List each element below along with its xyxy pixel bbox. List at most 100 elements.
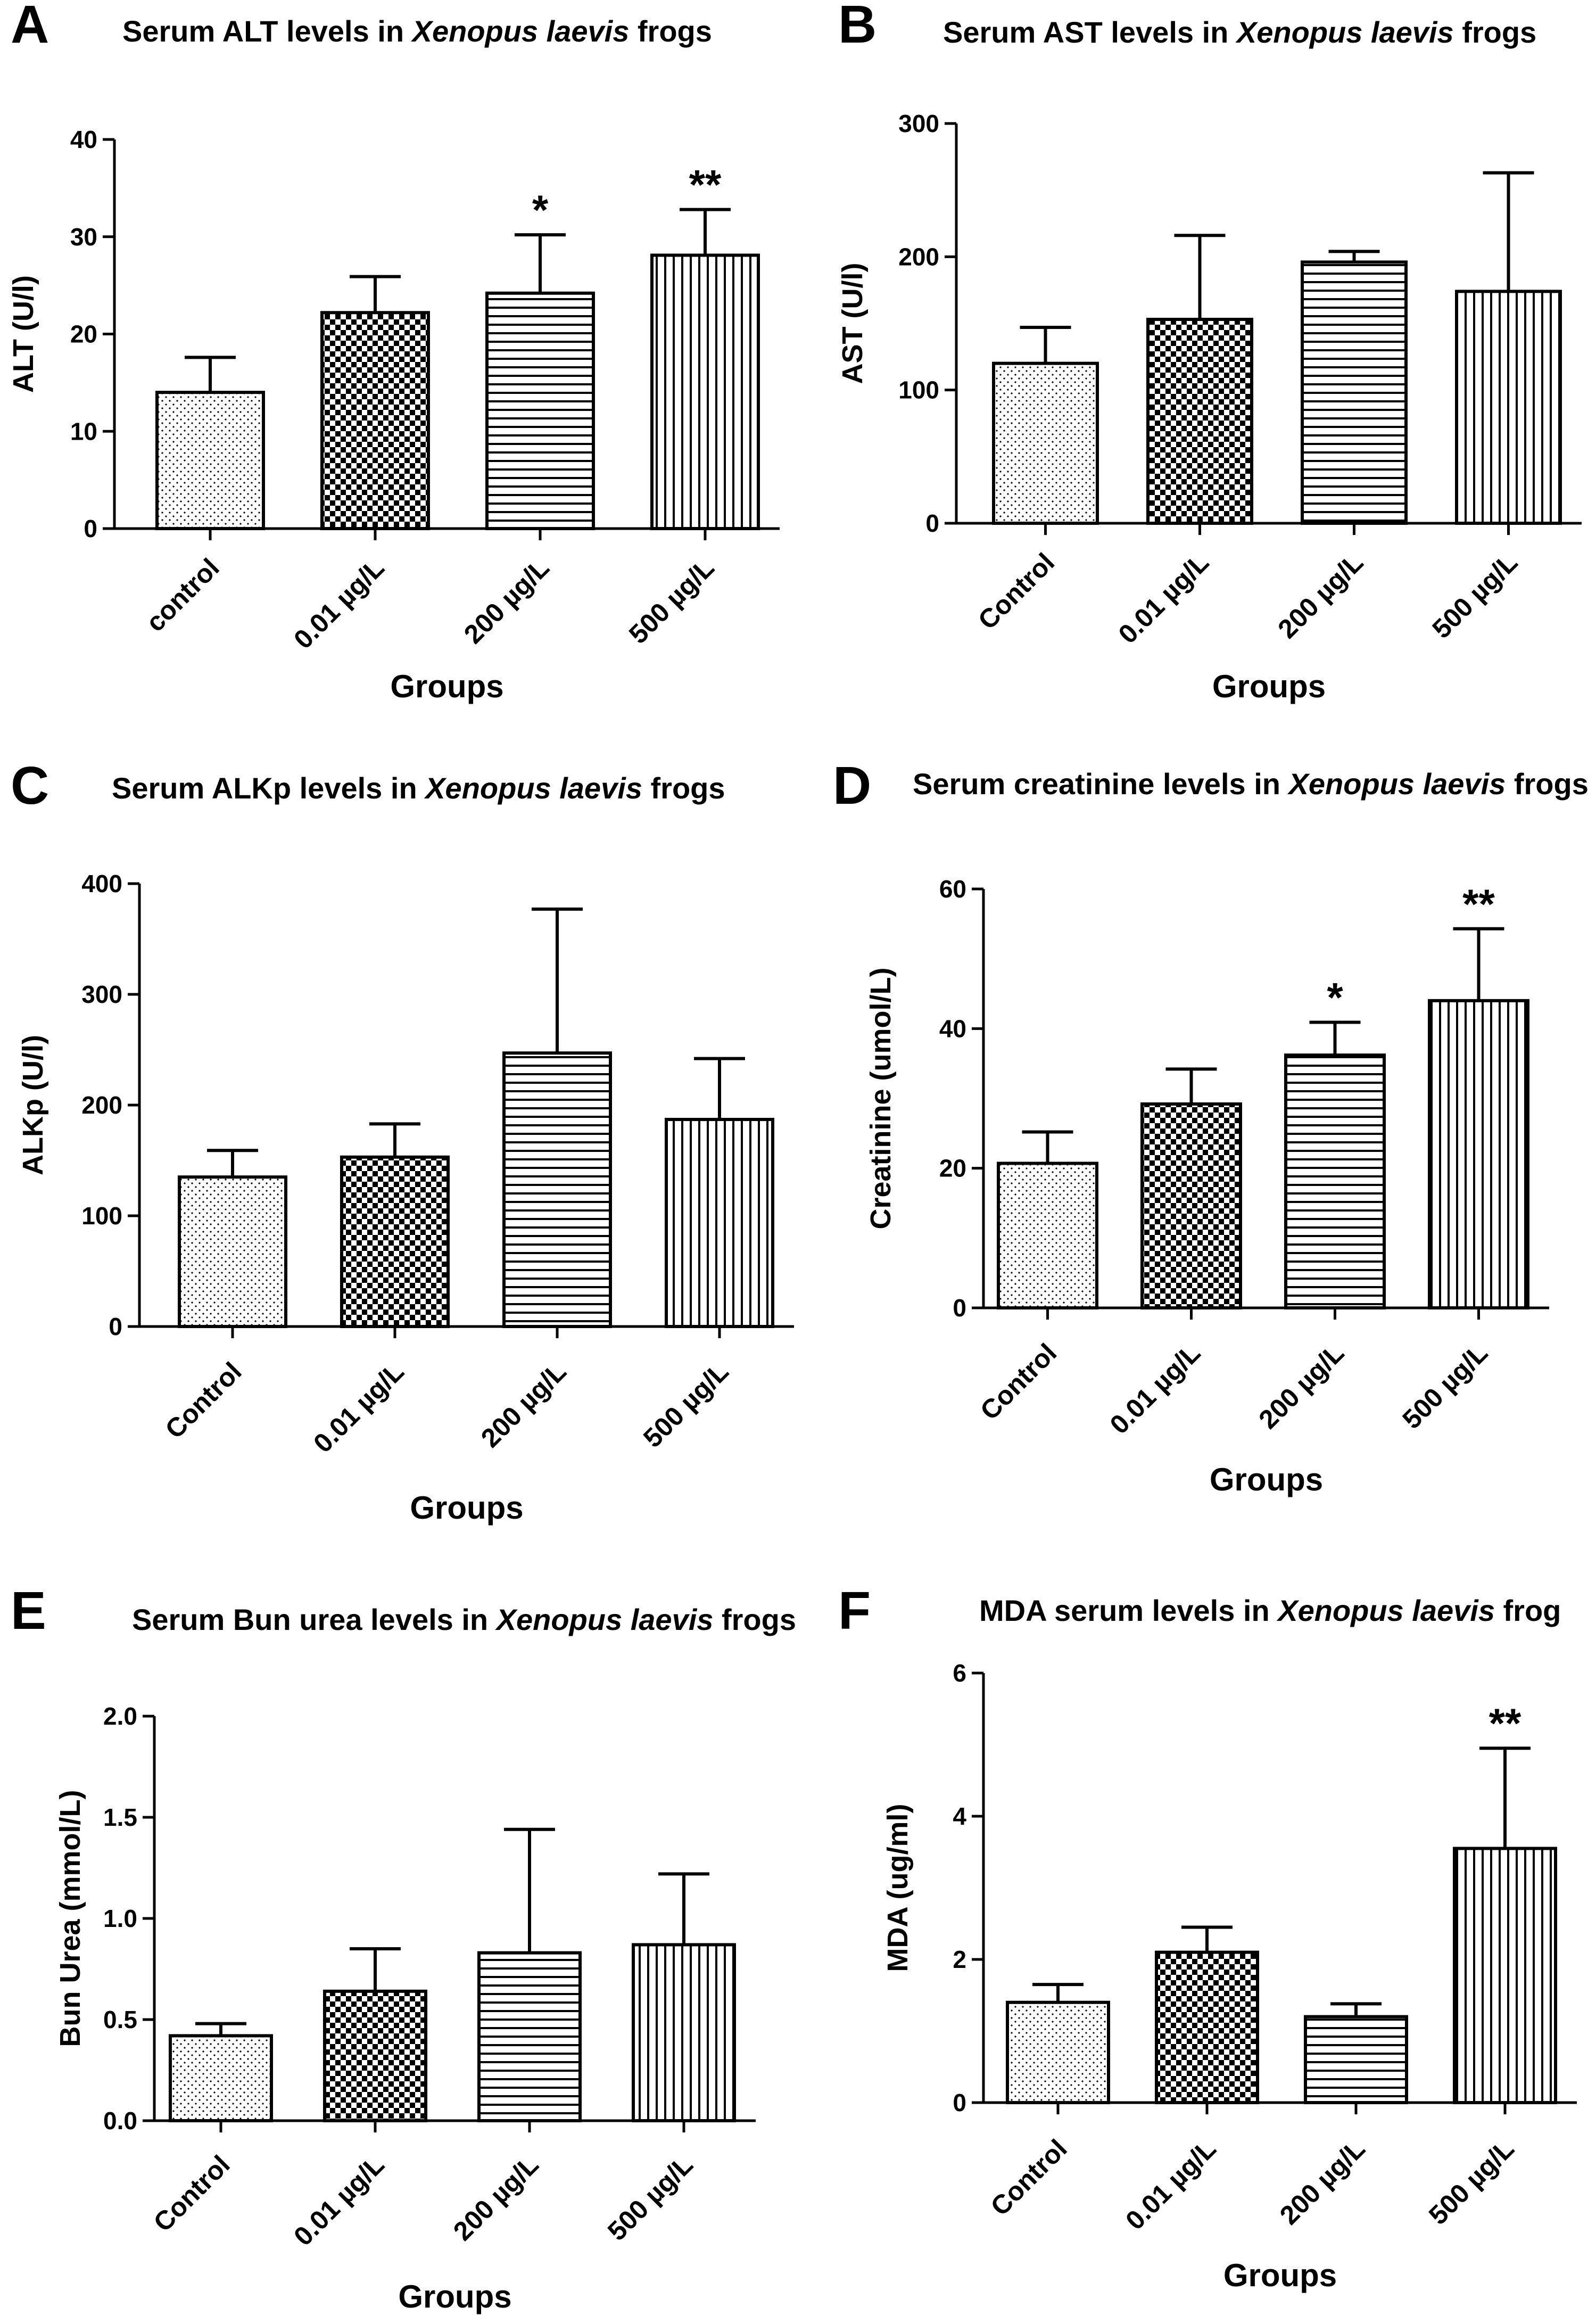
category-label: 200 µg/L — [458, 553, 555, 649]
bar — [1304, 2015, 1408, 2105]
category-label: 500 µg/L — [602, 2149, 699, 2246]
y-axis-title: MDA (ug/ml) — [882, 1804, 914, 1972]
y-tick-label: 0 — [925, 509, 939, 537]
significance-marker: ** — [1462, 880, 1495, 927]
bar — [477, 1951, 582, 2123]
bar — [502, 1051, 612, 1328]
bar — [1428, 999, 1529, 1310]
category-label: control — [140, 553, 225, 637]
category-label: Control — [974, 1338, 1062, 1426]
x-axis-title: Groups — [410, 1490, 523, 1526]
bar — [1140, 1102, 1242, 1310]
bar — [1301, 260, 1408, 525]
chart-title: Serum creatinine levels in Xenopus laevi… — [913, 767, 1589, 801]
y-tick-label: 0 — [953, 2089, 966, 2116]
category-label: 0.01 µg/L — [288, 2149, 390, 2252]
bar — [485, 291, 595, 530]
category-label: 0.01 µg/L — [308, 1356, 410, 1459]
bar — [169, 2034, 273, 2122]
bar — [650, 253, 760, 531]
bar — [320, 311, 430, 530]
y-axis-title: Creatinine (umol/L) — [865, 967, 897, 1229]
y-tick-label: 6 — [953, 1659, 966, 1687]
x-axis-title: Groups — [1210, 1462, 1323, 1497]
category-label: 200 µg/L — [448, 2149, 544, 2246]
panel-letter: B — [838, 0, 876, 54]
y-axis-title: AST (U/l) — [837, 263, 869, 384]
y-tick-label: 1.5 — [103, 1803, 137, 1831]
y-tick-label: 300 — [898, 110, 939, 137]
significance-marker: * — [1327, 974, 1343, 1021]
category-label: Control — [160, 1356, 247, 1444]
y-tick-label: 40 — [939, 1015, 966, 1042]
x-axis-title: Groups — [398, 2279, 511, 2314]
y-tick-label: 20 — [70, 320, 97, 348]
panel-c: C Serum ALKp levels in Xenopus laevis fro… — [11, 756, 794, 1526]
y-tick-label: 0.0 — [103, 2107, 137, 2135]
y-tick-label: 30 — [70, 223, 97, 251]
category-label: 500 µg/L — [1426, 547, 1523, 644]
category-label: 0.01 µg/L — [1113, 547, 1215, 649]
category-label: 500 µg/L — [623, 553, 720, 649]
y-tick-label: 400 — [81, 870, 122, 897]
x-axis-title: Groups — [390, 669, 503, 704]
significance-marker: ** — [689, 161, 722, 208]
y-tick-label: 200 — [898, 243, 939, 270]
y-tick-label: 100 — [81, 1202, 122, 1230]
y-tick-label: 10 — [70, 417, 97, 445]
category-label: 500 µg/L — [638, 1356, 734, 1453]
y-tick-label: 100 — [898, 376, 939, 404]
y-tick-label: 300 — [81, 981, 122, 1008]
bar — [155, 391, 265, 531]
category-label: 200 µg/L — [1274, 2133, 1371, 2230]
category-label: Control — [972, 547, 1060, 635]
bar — [632, 1943, 736, 2122]
bar — [1453, 1847, 1557, 2104]
y-tick-label: 40 — [70, 126, 97, 153]
bar — [1155, 1950, 1259, 2105]
x-axis-title: Groups — [1223, 2258, 1337, 2293]
category-label: 200 µg/L — [1253, 1338, 1350, 1435]
y-tick-label: 20 — [939, 1155, 966, 1182]
category-label: 500 µg/L — [1423, 2133, 1520, 2230]
bar — [1284, 1053, 1386, 1309]
chart-title: Serum Bun urea levels in Xenopus laevis … — [132, 1603, 796, 1636]
y-axis-title: ALKp (U/l) — [17, 1035, 49, 1175]
chart-title: Serum ALT levels in Xenopus laevis frogs — [122, 14, 712, 48]
bar — [340, 1155, 450, 1328]
significance-marker: * — [532, 186, 549, 233]
y-tick-label: 60 — [939, 875, 966, 903]
category-label: 200 µg/L — [1272, 547, 1369, 644]
bar — [997, 1161, 1098, 1310]
chart-title: Serum AST levels in Xenopus laevis frogs — [943, 15, 1536, 49]
panel-letter: C — [11, 756, 49, 815]
bar — [665, 1118, 774, 1329]
category-label: 500 µg/L — [1396, 1338, 1493, 1435]
y-tick-label: 2.0 — [103, 1702, 137, 1730]
y-axis-title: Bun Urea (mmol/L) — [54, 1790, 86, 2047]
category-label: 0.01 µg/L — [1104, 1338, 1206, 1440]
panel-e: E Serum Bun urea levels in Xenopus laevis… — [11, 1581, 796, 2314]
panel-d: D Serum creatinine levels in Xenopus laev… — [833, 756, 1589, 1497]
y-tick-label: 0 — [953, 1294, 966, 1322]
bar — [323, 1989, 427, 2123]
panel-letter: A — [11, 0, 49, 54]
y-tick-label: 1.0 — [103, 1905, 137, 1932]
panel-letter: F — [838, 1581, 871, 1641]
y-tick-label: 4 — [953, 1802, 966, 1830]
category-label: Control — [985, 2133, 1073, 2221]
category-label: 0.01 µg/L — [288, 553, 390, 655]
panel-b: B Serum AST levels in Xenopus laevis frog… — [837, 0, 1582, 704]
y-tick-label: 0 — [109, 1313, 122, 1340]
panel-f: F MDA serum levels in Xenopus laevis frog… — [838, 1581, 1577, 2293]
chart-title: MDA serum levels in Xenopus laevis frog — [979, 1594, 1561, 1627]
bar — [178, 1175, 287, 1328]
x-axis-title: Groups — [1212, 669, 1326, 704]
chart-title: Serum ALKp levels in Xenopus laevis frog… — [112, 771, 725, 805]
category-label: Control — [148, 2149, 236, 2237]
y-axis-title: ALT (U/l) — [7, 275, 39, 393]
bar — [1006, 2000, 1110, 2104]
category-label: 200 µg/L — [475, 1356, 572, 1453]
significance-marker: ** — [1489, 1700, 1521, 1746]
